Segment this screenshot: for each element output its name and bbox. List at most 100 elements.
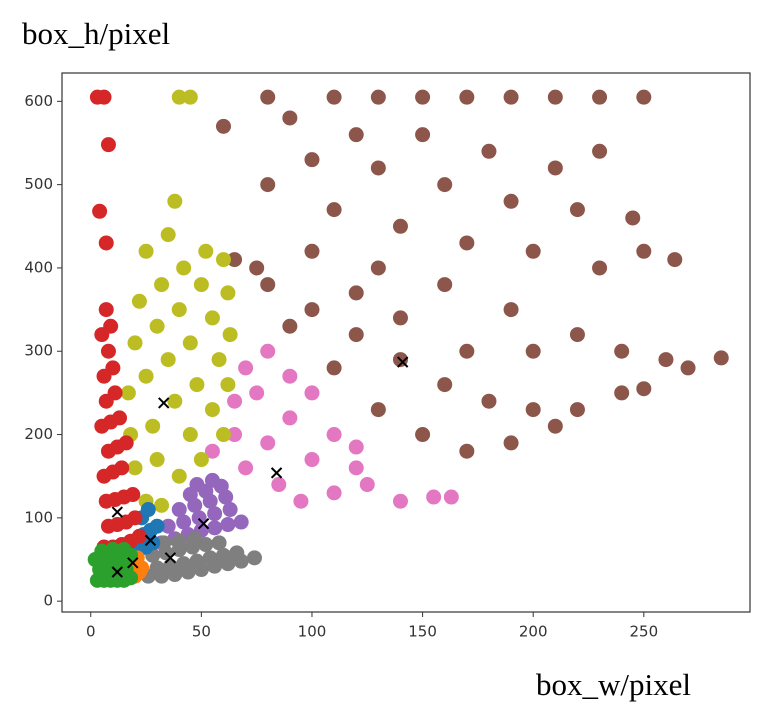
point (227, 427, 243, 443)
point (98, 302, 114, 318)
point (503, 435, 519, 451)
point (437, 177, 453, 193)
point (370, 89, 386, 105)
point (94, 543, 110, 559)
point (116, 542, 132, 558)
point (149, 560, 165, 576)
centroid (127, 557, 139, 569)
point (293, 493, 309, 509)
point (160, 352, 176, 368)
y-tick-label: 100 (24, 508, 53, 526)
point (304, 452, 320, 468)
centroid (197, 517, 210, 530)
point (125, 487, 141, 503)
point (547, 160, 563, 176)
x-tick-label: 0 (86, 623, 96, 641)
point (162, 558, 178, 574)
point (392, 310, 408, 326)
point (614, 343, 630, 359)
point (370, 160, 386, 176)
point (131, 293, 147, 309)
point (131, 528, 147, 544)
y-tick-label: 600 (24, 92, 53, 110)
point (426, 489, 442, 505)
point (96, 89, 112, 105)
point (215, 427, 231, 443)
point (215, 547, 231, 563)
point (636, 243, 652, 259)
plot-frame (61, 72, 751, 613)
point (282, 410, 298, 426)
x-tick-label: 150 (408, 623, 437, 641)
point (547, 418, 563, 434)
point (304, 243, 320, 259)
point (149, 452, 165, 468)
point (359, 477, 375, 493)
point (103, 318, 119, 334)
point (304, 385, 320, 401)
point (437, 277, 453, 293)
point (304, 302, 320, 318)
point (246, 550, 262, 566)
point (503, 89, 519, 105)
point (238, 460, 254, 476)
point (204, 443, 220, 459)
y-tick-label: 300 (24, 342, 53, 360)
point (207, 506, 223, 522)
point (658, 352, 674, 368)
point (160, 518, 176, 534)
point (138, 368, 154, 384)
point (207, 520, 223, 536)
point (187, 531, 203, 547)
point (167, 393, 183, 409)
point (171, 302, 187, 318)
point (215, 252, 231, 268)
point (569, 202, 585, 218)
point (120, 385, 136, 401)
point (171, 502, 187, 518)
point (415, 89, 431, 105)
point (348, 439, 364, 455)
point (114, 460, 130, 476)
x-axis-title: box_w/pixel (536, 667, 691, 702)
point (204, 472, 220, 488)
point (348, 460, 364, 476)
point (481, 143, 497, 159)
point (176, 260, 192, 276)
point (189, 553, 205, 569)
point (326, 89, 342, 105)
point (481, 393, 497, 409)
x-tick-label: 50 (192, 623, 211, 641)
point (222, 502, 238, 518)
x-tick-label: 100 (298, 623, 327, 641)
centroid (164, 552, 177, 564)
x-tick-label: 250 (629, 623, 658, 641)
point (171, 533, 187, 549)
point (100, 137, 116, 153)
point (171, 89, 187, 105)
point (415, 427, 431, 443)
point (713, 350, 729, 366)
point (167, 193, 183, 209)
centroid (158, 397, 170, 409)
point (625, 210, 641, 226)
point (249, 260, 265, 276)
point (326, 485, 342, 501)
point (105, 542, 121, 558)
point (392, 493, 408, 509)
point (304, 152, 320, 168)
point (282, 318, 298, 334)
y-tick-label: 500 (24, 175, 53, 193)
point (392, 218, 408, 234)
point (503, 193, 519, 209)
y-axis-title: box_h/pixel (22, 16, 170, 51)
point (260, 277, 276, 293)
point (182, 335, 198, 351)
point (189, 477, 205, 493)
point (370, 260, 386, 276)
centroid (144, 534, 157, 547)
point (154, 497, 170, 513)
point (437, 377, 453, 393)
point (459, 343, 475, 359)
point (260, 89, 276, 105)
